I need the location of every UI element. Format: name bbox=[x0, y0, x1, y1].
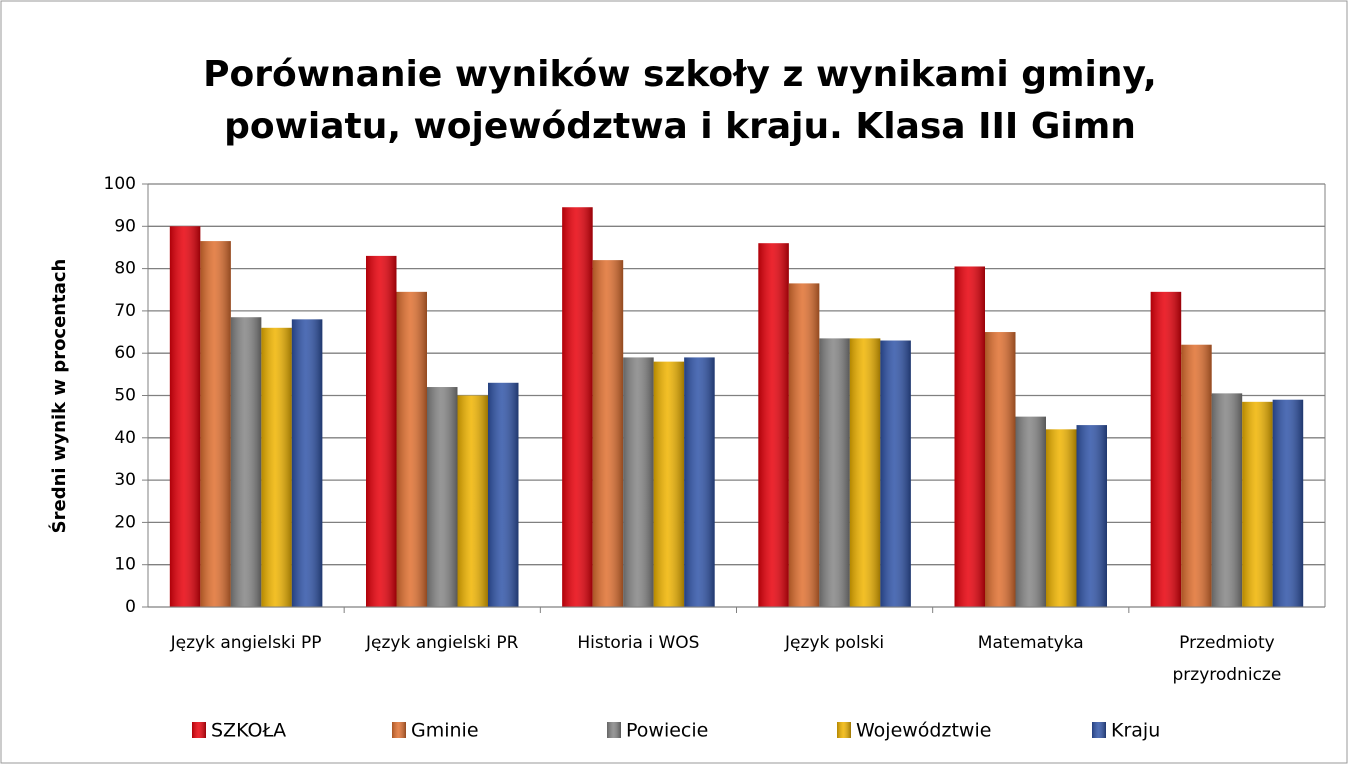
bar-shade bbox=[880, 340, 911, 607]
x-tick-label: Język polski bbox=[784, 633, 884, 653]
bar-shade bbox=[623, 357, 654, 607]
y-tick-label: 90 bbox=[114, 216, 136, 236]
bar-shade bbox=[788, 283, 820, 607]
bar-shade bbox=[396, 291, 427, 607]
y-tick-label: 50 bbox=[114, 386, 136, 406]
y-tick-label: 20 bbox=[114, 512, 136, 532]
bar-shade bbox=[169, 226, 201, 608]
bar-shade bbox=[1272, 399, 1304, 607]
x-tick-label: Przedmioty przyrodnicze bbox=[1173, 633, 1282, 685]
legend-marker-shade bbox=[192, 722, 206, 738]
y-tick-label: 40 bbox=[114, 428, 136, 448]
bar-shade bbox=[366, 255, 397, 607]
bar-shade bbox=[1150, 291, 1182, 607]
chart-title: powiatu, województwa i kraju. Klasa III … bbox=[224, 106, 1136, 147]
bar-shade bbox=[819, 338, 850, 607]
y-tick-label: 80 bbox=[114, 259, 136, 279]
bar-shade bbox=[849, 338, 881, 607]
bar-shade bbox=[457, 395, 488, 607]
y-tick-label: 60 bbox=[114, 343, 136, 363]
bar-shade bbox=[1076, 425, 1107, 607]
bar-shade bbox=[954, 266, 985, 607]
legend-label: Powiecie bbox=[626, 720, 708, 742]
bar-shade bbox=[684, 357, 715, 607]
y-axis-label: Średni wynik w procentach bbox=[48, 259, 70, 534]
bar-shade bbox=[758, 243, 789, 607]
bar-shade bbox=[261, 327, 292, 607]
bar-shade bbox=[653, 361, 685, 607]
bar-shade bbox=[200, 241, 231, 608]
bar-shade bbox=[985, 332, 1016, 607]
legend-label: Województwie bbox=[856, 720, 991, 742]
bar-shade bbox=[1046, 429, 1077, 607]
bar-shade bbox=[562, 207, 593, 607]
legend-marker-shade bbox=[607, 722, 621, 738]
bar-shade bbox=[291, 319, 323, 607]
y-tick-label: 100 bbox=[104, 174, 136, 194]
legend-marker-shade bbox=[1092, 722, 1106, 738]
chart-title: Porównanie wyników szkoły z wynikami gmi… bbox=[203, 54, 1157, 95]
y-tick-label: 70 bbox=[114, 301, 136, 321]
x-tick-label: Język angielski PP bbox=[170, 633, 322, 653]
legend-label: Gminie bbox=[411, 720, 479, 742]
legend-marker-shade bbox=[392, 722, 406, 738]
bar-shade bbox=[427, 387, 458, 607]
bar-shade bbox=[488, 382, 519, 607]
bar-shade bbox=[1211, 393, 1243, 607]
bar-shade bbox=[1242, 401, 1273, 607]
bar-shade bbox=[230, 317, 262, 607]
bar-shade bbox=[1015, 416, 1046, 607]
x-tick-label: Historia i WOS bbox=[577, 633, 699, 653]
y-tick-label: 0 bbox=[125, 597, 136, 617]
y-tick-label: 10 bbox=[114, 555, 136, 575]
x-tick-label: Język angielski PR bbox=[365, 633, 519, 653]
bar-shade bbox=[1181, 344, 1212, 607]
legend-label: Kraju bbox=[1111, 720, 1160, 742]
bar-shade bbox=[592, 260, 624, 607]
x-tick-label: Matematyka bbox=[978, 633, 1084, 653]
y-tick-label: 30 bbox=[114, 470, 136, 490]
legend-marker-shade bbox=[837, 722, 851, 738]
legend-label: SZKOŁA bbox=[211, 720, 286, 742]
